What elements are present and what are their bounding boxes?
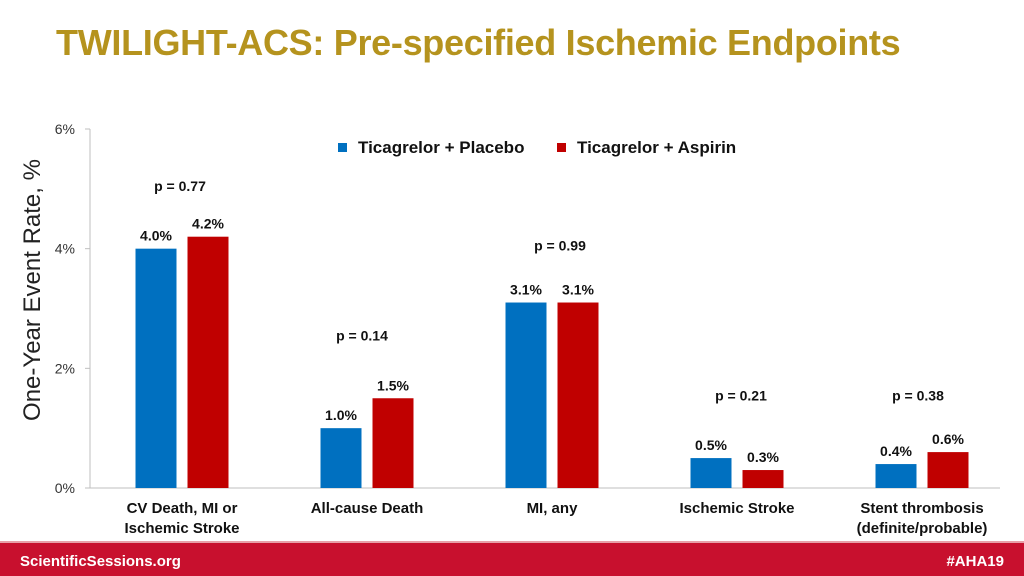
bar-placebo (875, 464, 917, 488)
data-label: 4.2% (192, 216, 224, 232)
legend-swatch-2 (557, 143, 566, 152)
x-category-label: Ischemic Stroke (679, 500, 794, 517)
p-value-label: p = 0.99 (534, 238, 586, 254)
data-label: 0.4% (880, 443, 912, 459)
x-category-label: Ischemic Stroke (124, 520, 239, 537)
x-category-label: All-cause Death (311, 500, 424, 517)
data-label: 4.0% (140, 228, 172, 244)
data-label: 0.6% (932, 431, 964, 447)
page-title: TWILIGHT-ACS: Pre-specified Ischemic End… (56, 22, 901, 63)
bar-aspirin (742, 470, 784, 488)
y-tick-label: 2% (55, 360, 75, 376)
bar-aspirin (372, 398, 414, 488)
legend-label-2: Ticagrelor + Aspirin (577, 138, 736, 157)
footer-divider (0, 541, 1024, 543)
data-label: 3.1% (562, 282, 594, 298)
p-value-label: p = 0.38 (892, 387, 944, 403)
y-tick-label: 6% (55, 121, 75, 137)
bar-aspirin (927, 452, 969, 488)
data-label: 1.0% (325, 407, 357, 423)
p-value-label: p = 0.21 (715, 387, 767, 403)
data-label: 0.5% (695, 437, 727, 453)
bar-placebo (690, 458, 732, 488)
bar-placebo (135, 248, 177, 488)
bar-placebo (320, 428, 362, 488)
footer-bar: ScientificSessions.org #AHA19 (0, 543, 1024, 576)
x-category-label: MI, any (527, 500, 579, 517)
legend-swatch-1 (338, 143, 347, 152)
p-value-label: p = 0.14 (336, 327, 388, 343)
x-category-label: Stent thrombosis (860, 500, 983, 517)
data-label: 0.3% (747, 449, 779, 465)
legend-label-1: Ticagrelor + Placebo (358, 138, 524, 157)
bar-chart: 0% 2% 4% 6% One-Year Event Rate, % Ticagrelor… (19, 121, 1000, 537)
data-label: 3.1% (510, 282, 542, 298)
bar-aspirin (187, 236, 229, 488)
x-category-label: CV Death, MI or (127, 500, 238, 517)
y-axis-label: One-Year Event Rate, % (19, 159, 46, 421)
y-tick-label: 4% (55, 241, 75, 257)
p-value-label: p = 0.77 (154, 178, 206, 194)
bar-aspirin (557, 302, 599, 488)
y-tick-label: 0% (55, 480, 75, 496)
data-label: 1.5% (377, 377, 409, 393)
bar-placebo (505, 302, 547, 488)
x-category-label: (definite/probable) (857, 520, 988, 537)
footer-hashtag: #AHA19 (946, 553, 1004, 570)
footer-website: ScientificSessions.org (20, 553, 181, 570)
